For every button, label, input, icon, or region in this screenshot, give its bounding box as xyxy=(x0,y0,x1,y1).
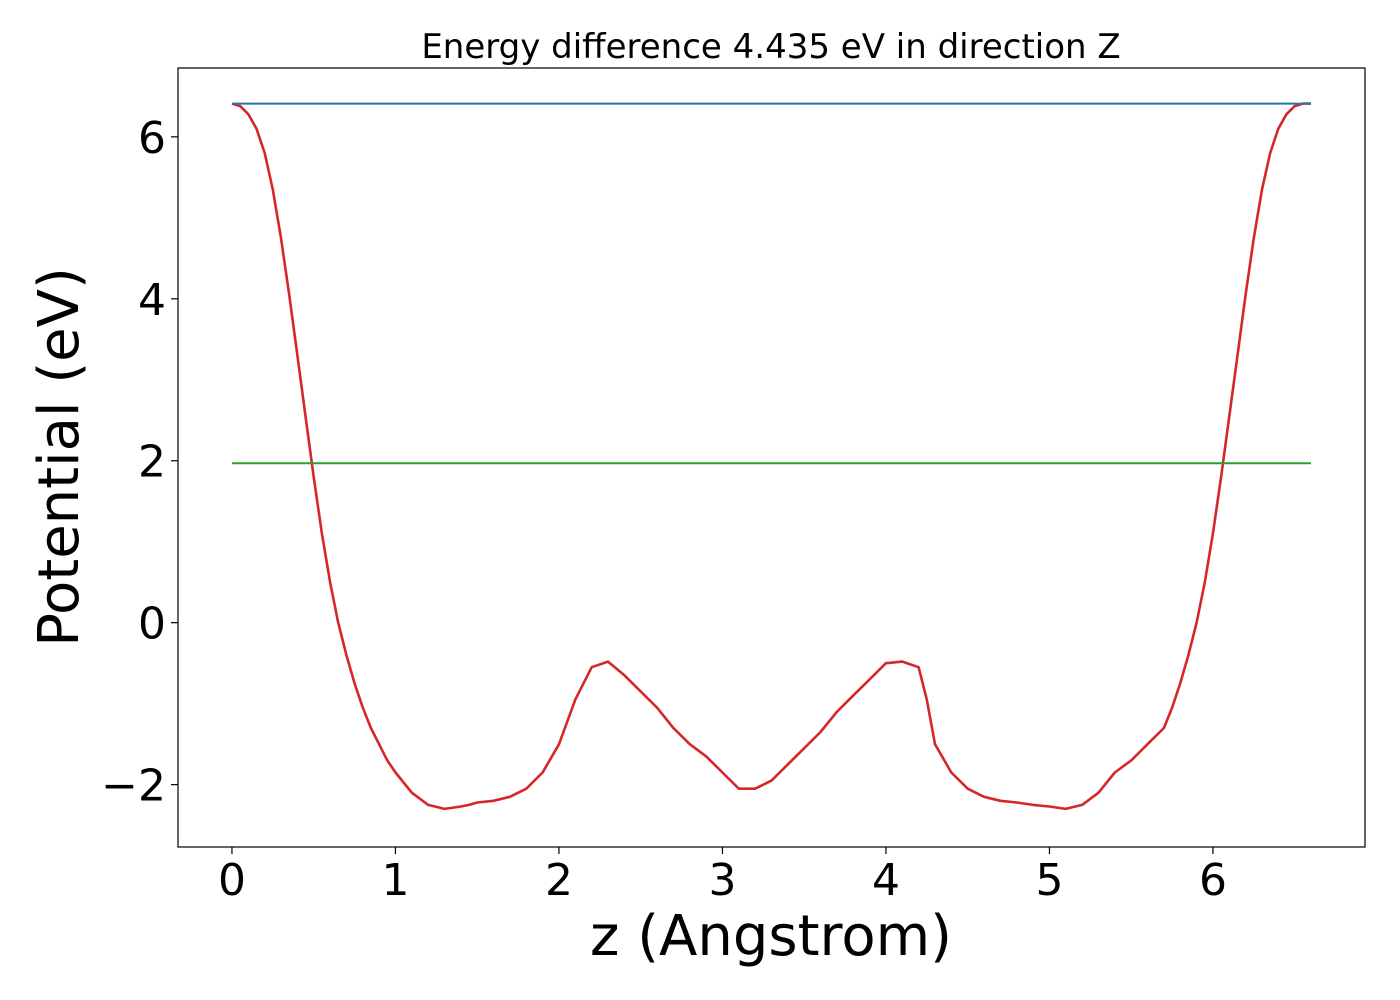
chart-title: Energy difference 4.435 eV in direction … xyxy=(421,27,1120,67)
y-tick-label: 4 xyxy=(138,275,166,326)
series-line-1 xyxy=(231,102,1311,811)
x-tick-label: 2 xyxy=(545,855,573,906)
y-tick-label: −2 xyxy=(101,761,166,812)
y-tick-label: 0 xyxy=(138,599,166,650)
x-axis-title: z (Angstrom) xyxy=(590,904,952,969)
y-axis: −2 0 2 4 6 xyxy=(101,113,178,812)
x-tick-label: 4 xyxy=(872,855,900,906)
x-tick-label: 5 xyxy=(1035,855,1063,906)
y-tick-label: 6 xyxy=(138,113,166,164)
plot-area xyxy=(231,102,1311,811)
plot-frame xyxy=(177,67,1366,848)
x-tick-label: 6 xyxy=(1199,855,1227,906)
x-tick-label: 3 xyxy=(708,855,736,906)
x-axis: 0 1 2 3 4 5 6 xyxy=(218,847,1227,906)
y-tick-label: 2 xyxy=(138,437,166,488)
x-tick-label: 1 xyxy=(381,855,409,906)
x-tick-label: 0 xyxy=(218,855,246,906)
y-axis-title: Potential (eV) xyxy=(27,267,92,647)
